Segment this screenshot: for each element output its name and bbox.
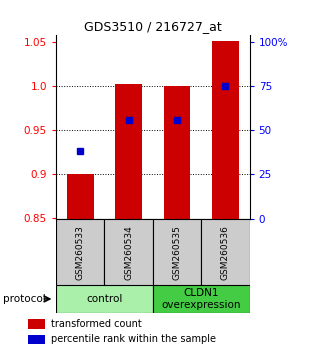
Bar <box>56 219 104 285</box>
Bar <box>164 86 190 219</box>
Text: GSM260533: GSM260533 <box>76 225 85 280</box>
Bar <box>28 319 45 329</box>
Bar <box>115 85 142 219</box>
Text: percentile rank within the sample: percentile rank within the sample <box>51 335 216 344</box>
Bar <box>153 285 250 313</box>
Text: control: control <box>86 294 123 304</box>
Text: CLDN1
overexpression: CLDN1 overexpression <box>162 288 241 310</box>
Bar <box>212 41 239 219</box>
Text: transformed count: transformed count <box>51 319 141 329</box>
Title: GDS3510 / 216727_at: GDS3510 / 216727_at <box>84 20 222 33</box>
Bar <box>153 219 201 285</box>
Text: protocol: protocol <box>3 294 46 304</box>
Bar <box>201 219 250 285</box>
Bar <box>104 219 153 285</box>
Bar <box>56 285 153 313</box>
Text: GSM260536: GSM260536 <box>221 225 230 280</box>
Bar <box>67 174 93 219</box>
Text: GSM260534: GSM260534 <box>124 225 133 280</box>
Text: GSM260535: GSM260535 <box>172 225 181 280</box>
Bar <box>28 335 45 344</box>
